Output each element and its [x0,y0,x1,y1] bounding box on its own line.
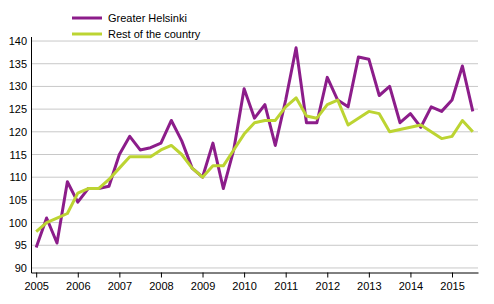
x-tick-label: 2008 [149,280,173,292]
y-tick: 95 [15,239,31,251]
x-tick: 2007 [108,273,132,293]
x-tick-label: 2006 [66,280,90,292]
x-tick-mark [161,273,162,278]
x-tick: 2012 [316,273,340,293]
y-tick-label: 95 [15,239,27,251]
x-tick: 2006 [66,273,90,293]
grid-line [31,41,478,42]
x-axis: 2005 2006 2007 2008 2009 2010 2011 2012 2013 2014… [24,273,478,293]
x-tick-label: 2005 [24,280,48,292]
x-tick-label: 2012 [316,280,340,292]
legend-label: Greater Helsinki [108,12,187,24]
y-axis-line [31,37,32,273]
grid-line [31,267,478,268]
y-tick: 120 [9,126,31,138]
y-tick-label: 140 [9,35,27,47]
y-tick-label: 130 [9,80,27,92]
grid-line [31,86,478,87]
x-tick-mark [36,273,37,278]
x-tick: 2011 [274,273,298,293]
x-tick-mark [327,273,328,278]
grid [31,41,478,268]
x-tick: 2010 [232,273,256,293]
y-tick-label: 135 [9,58,27,70]
y-tick: 115 [9,149,31,161]
x-tick-label: 2010 [232,280,256,292]
x-tick-label: 2014 [399,280,423,292]
y-tick: 130 [9,80,31,92]
x-tick-label: 2009 [191,280,215,292]
x-tick-mark [244,273,245,278]
y-tick-label: 90 [15,262,27,274]
x-tick-mark [286,273,287,278]
x-axis-line [32,273,479,274]
y-tick-label: 125 [9,103,27,115]
x-tick: 2015 [440,273,464,293]
x-tick-label: 2007 [108,280,132,292]
plot-area [36,48,473,248]
x-tick-mark [119,273,120,278]
x-tick: 2014 [399,273,423,293]
x-tick: 2005 [24,273,48,293]
grid-line [31,63,478,64]
x-tick-mark [203,273,204,278]
y-axis: 90 95 100 105 110 115 120 125 130 135 140 [9,35,32,274]
grid-line [31,177,478,178]
x-tick-label: 2013 [357,280,381,292]
x-tick-label: 2011 [274,280,298,292]
y-tick-label: 110 [9,171,27,183]
y-tick: 135 [9,58,31,70]
x-tick-mark [78,273,79,278]
grid-line [31,222,478,223]
y-tick: 125 [9,103,31,115]
chart: 9095100105110115120125130135140200520062… [0,0,494,304]
x-tick: 2009 [191,273,215,293]
x-tick-mark [452,273,453,278]
legend-swatch [72,17,102,20]
series-line [36,48,473,248]
grid-line [31,109,478,110]
y-tick: 105 [9,194,31,206]
grid-line [31,245,478,246]
x-tick: 2008 [149,273,173,293]
y-tick-label: 100 [9,217,27,229]
y-tick: 100 [9,217,31,229]
y-tick-label: 120 [9,126,27,138]
grid-line [31,199,478,200]
y-tick: 110 [9,171,31,183]
x-tick-mark [369,273,370,278]
y-tick: 140 [9,35,31,47]
x-tick-mark [410,273,411,278]
x-tick-label: 2015 [440,280,464,292]
x-tick: 2013 [357,273,381,293]
legend: Greater Helsinki Rest of the country [72,12,201,40]
y-tick-label: 115 [9,149,27,161]
grid-line [31,131,478,132]
y-tick-label: 105 [9,194,27,206]
legend-label: Rest of the country [108,28,201,40]
legend-swatch [72,33,102,36]
grid-line [31,154,478,155]
y-tick: 90 [15,262,31,274]
series-line [36,98,473,232]
